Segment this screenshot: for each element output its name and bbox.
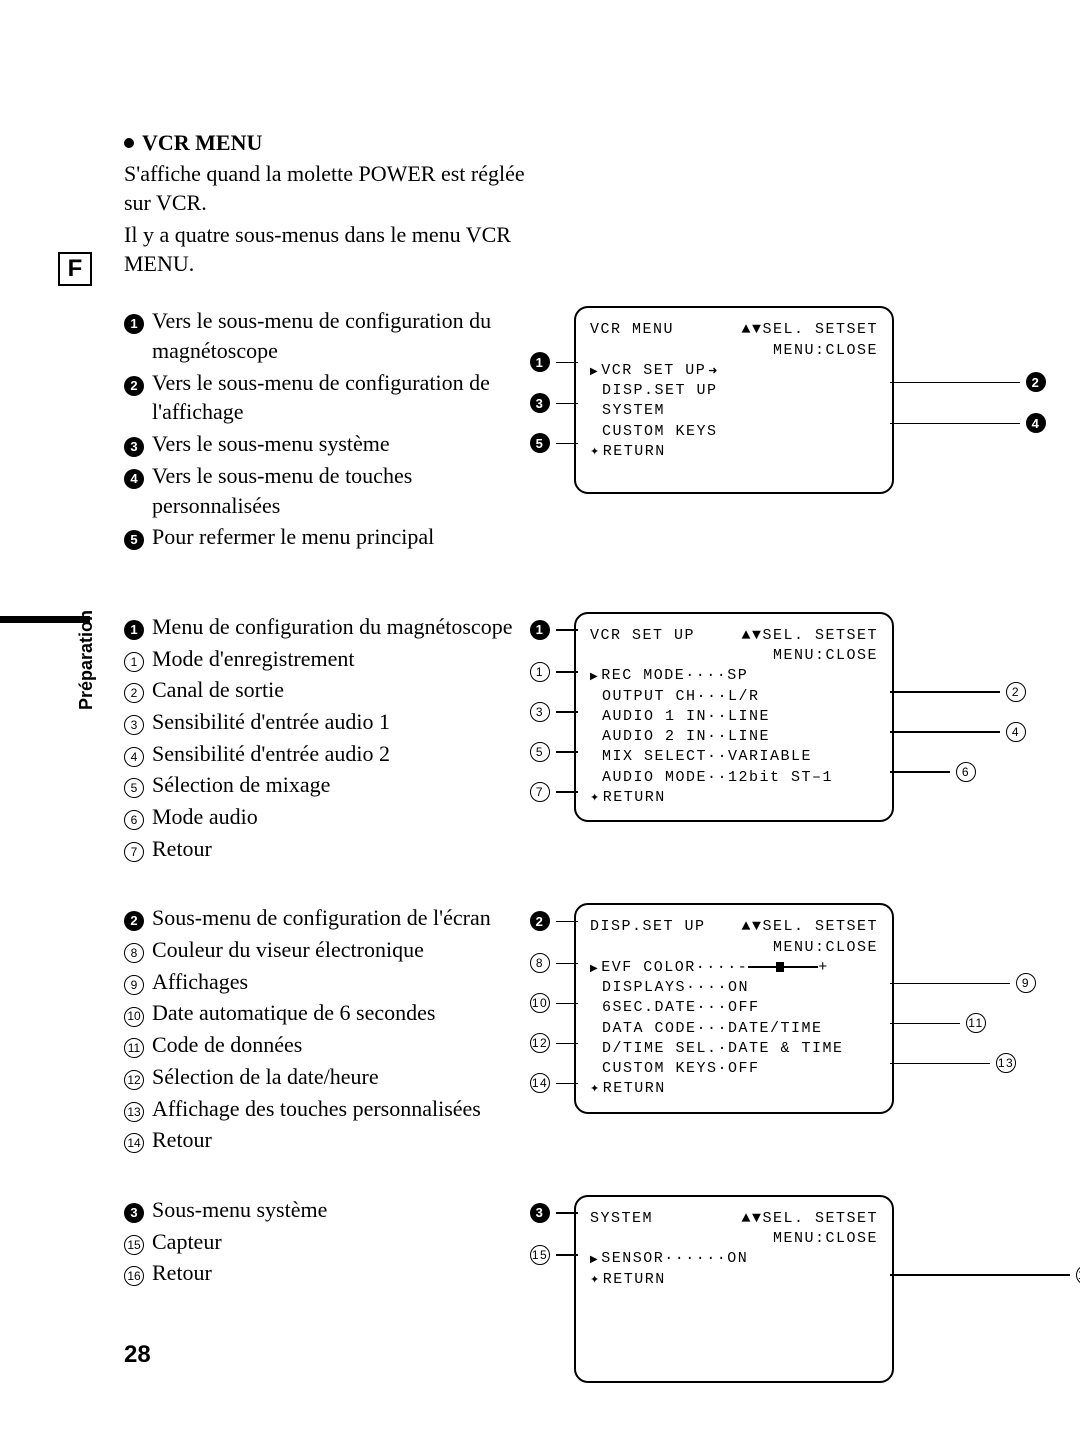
intro-text-1: S'affiche quand la molette POWER est rég… xyxy=(124,160,544,217)
item: Sensibilité d'entrée audio 1 xyxy=(152,707,390,737)
sel-label: ▲▼SEL. SETSET xyxy=(741,1209,878,1229)
sel-label: ▲▼SEL. SETSET xyxy=(741,626,878,646)
menu-line: OUTPUT CH···L/R xyxy=(590,687,878,707)
menu-line: CUSTOM KEYS xyxy=(590,422,878,442)
sel-label: ▲▼SEL. SETSET xyxy=(741,320,878,340)
heading-row: VCR MENU xyxy=(124,130,1024,156)
text-list-2: 1Menu de configuration du magnétoscope 1… xyxy=(124,612,544,866)
menu-line: D/TIME SEL.·DATE & TIME xyxy=(590,1039,878,1059)
bullet-icon xyxy=(124,138,134,148)
menu-line: RETURN xyxy=(590,1270,878,1290)
item: Pour refermer le menu principal xyxy=(152,522,434,552)
menu-line: 6SEC.DATE···OFF xyxy=(590,998,878,1018)
item: Retour xyxy=(152,1125,212,1155)
menu-line: DATA CODE···DATE/TIME xyxy=(590,1019,878,1039)
text-list-1: 1Vers le sous-menu de configuration du m… xyxy=(124,306,544,554)
item: Canal de sortie xyxy=(152,675,284,705)
menu-close: MENU:CLOSE xyxy=(590,646,878,666)
item: Affichage des touches personnalisées xyxy=(152,1094,481,1124)
item: Sous-menu système xyxy=(152,1195,327,1225)
menu-line: RETURN xyxy=(590,788,878,808)
item: Capteur xyxy=(152,1227,222,1257)
page-content: VCR MENU S'affiche quand la molette POWE… xyxy=(124,130,1024,1383)
menu-line: RETURN xyxy=(590,1079,878,1099)
screen-4-wrap: SYSTEM ▲▼SEL. SETSET MENU:CLOSE SENSOR··… xyxy=(574,1195,894,1383)
item: Sensibilité d'entrée audio 2 xyxy=(152,739,390,769)
item: Sélection de mixage xyxy=(152,770,330,800)
screen-title: DISP.SET UP xyxy=(590,917,706,937)
item: Vers le sous-menu système xyxy=(152,429,390,459)
item: Date automatique de 6 secondes xyxy=(152,998,435,1028)
menu-line: SENSOR······ON xyxy=(590,1249,878,1269)
item: Mode audio xyxy=(152,802,258,832)
text-list-4: 3Sous-menu système 15Capteur 16Retour xyxy=(124,1195,544,1290)
menu-line: EVF COLOR····-+ xyxy=(590,958,878,978)
item: Retour xyxy=(152,834,212,864)
screen-2-wrap: VCR SET UP ▲▼SEL. SETSET MENU:CLOSE REC … xyxy=(574,612,894,822)
section-disp-setup: 2Sous-menu de configuration de l'écran 8… xyxy=(124,903,1024,1157)
menu-line: REC MODE····SP xyxy=(590,666,878,686)
menu-line: AUDIO 2 IN··LINE xyxy=(590,727,878,747)
menu-line: VCR SET UP xyxy=(590,361,878,381)
screen-vcr-setup: VCR SET UP ▲▼SEL. SETSET MENU:CLOSE REC … xyxy=(574,612,894,822)
menu-line: DISP.SET UP xyxy=(590,381,878,401)
section-vcr-setup: 1Menu de configuration du magnétoscope 1… xyxy=(124,612,1024,866)
section-vcr-menu: 1Vers le sous-menu de configuration du m… xyxy=(124,306,1024,554)
item: Mode d'enregistrement xyxy=(152,644,355,674)
item: Vers le sous-menu de configuration du ma… xyxy=(152,306,544,365)
menu-close: MENU:CLOSE xyxy=(590,341,878,361)
item: Menu de configuration du magnétoscope xyxy=(152,612,512,642)
section-label: Préparation xyxy=(76,610,97,710)
screen-1-wrap: VCR MENU ▲▼SEL. SETSET MENU:CLOSE VCR SE… xyxy=(574,306,894,494)
item: Retour xyxy=(152,1258,212,1288)
page-title: VCR MENU xyxy=(142,130,262,156)
screen-title: VCR SET UP xyxy=(590,626,695,646)
item: Affichages xyxy=(152,967,248,997)
sel-label: ▲▼SEL. SETSET xyxy=(741,917,878,937)
language-tab: F xyxy=(58,252,92,286)
intro-text-2: Il y a quatre sous-menus dans le menu VC… xyxy=(124,221,544,278)
section-system: 3Sous-menu système 15Capteur 16Retour SY… xyxy=(124,1195,1024,1383)
item: Code de données xyxy=(152,1030,302,1060)
item: Sélection de la date/heure xyxy=(152,1062,379,1092)
menu-close: MENU:CLOSE xyxy=(590,1229,878,1249)
menu-line: AUDIO 1 IN··LINE xyxy=(590,707,878,727)
menu-close: MENU:CLOSE xyxy=(590,938,878,958)
screen-vcr-menu: VCR MENU ▲▼SEL. SETSET MENU:CLOSE VCR SE… xyxy=(574,306,894,494)
menu-line: DISPLAYS····ON xyxy=(590,978,878,998)
text-list-3: 2Sous-menu de configuration de l'écran 8… xyxy=(124,903,544,1157)
menu-line: SYSTEM xyxy=(590,401,878,421)
item: Vers le sous-menu de configuration de l'… xyxy=(152,368,544,427)
menu-line: MIX SELECT··VARIABLE xyxy=(590,747,878,767)
item: Vers le sous-menu de touches personnalis… xyxy=(152,461,544,520)
screen-title: VCR MENU xyxy=(590,320,674,340)
menu-line: AUDIO MODE··12bit ST–1 xyxy=(590,768,878,788)
screen-title: SYSTEM xyxy=(590,1209,653,1229)
screen-3-wrap: DISP.SET UP ▲▼SEL. SETSET MENU:CLOSE EVF… xyxy=(574,903,894,1113)
item: Sous-menu de configuration de l'écran xyxy=(152,903,491,933)
screen-system: SYSTEM ▲▼SEL. SETSET MENU:CLOSE SENSOR··… xyxy=(574,1195,894,1383)
menu-line: CUSTOM KEYS·OFF xyxy=(590,1059,878,1079)
menu-line: RETURN xyxy=(590,442,878,462)
item: Couleur du viseur électronique xyxy=(152,935,424,965)
screen-disp-setup: DISP.SET UP ▲▼SEL. SETSET MENU:CLOSE EVF… xyxy=(574,903,894,1113)
